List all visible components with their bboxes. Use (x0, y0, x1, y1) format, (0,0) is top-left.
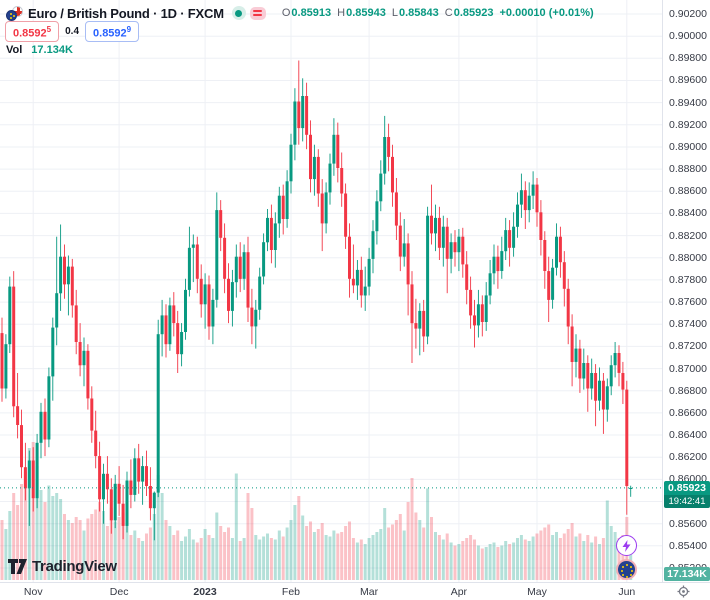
price-tick-label: 0.87000 (669, 362, 707, 375)
chart-legend: Euro / British Pound · 1D · FXCM O 0.8591… (6, 4, 594, 22)
data-feed-icon[interactable] (249, 6, 266, 20)
buy-ask-button[interactable]: 0.85929 (85, 20, 140, 43)
candlestick-chart[interactable] (0, 0, 710, 582)
price-tick-label: 0.87400 (669, 318, 707, 331)
close-label: C (444, 7, 453, 19)
low-value: 0.85843 (399, 7, 439, 19)
symbol-title[interactable]: Euro / British Pound · 1D · FXCM (28, 5, 224, 21)
price-tick-label: 0.86400 (669, 429, 707, 442)
time-tick-label: May (527, 586, 547, 598)
tradingview-watermark[interactable]: TradingView (8, 558, 117, 575)
price-tick-label: 0.85400 (669, 539, 707, 552)
price-tick-label: 0.89800 (669, 52, 707, 65)
last-price-value: 0.85923 (664, 480, 710, 495)
price-tick-label: 0.88200 (669, 229, 707, 242)
price-tick-label: 0.88600 (669, 185, 707, 198)
last-volume-badge: 17.134K (664, 567, 710, 581)
low-label: L (391, 7, 398, 19)
gear-icon[interactable] (677, 585, 690, 598)
market-status-icon[interactable] (231, 6, 246, 20)
price-tick-label: 0.90200 (669, 8, 707, 20)
price-tick-label: 0.86800 (669, 384, 707, 397)
bar-countdown: 19:42:41 (664, 494, 710, 508)
spread-value: 0.4 (65, 26, 80, 37)
high-label: H (337, 7, 346, 19)
close-value: 0.85923 (453, 7, 494, 19)
open-label: O (281, 7, 291, 19)
quick-trade-button[interactable] (616, 535, 637, 556)
time-tick-label: Dec (109, 586, 129, 598)
time-tick-label: Jun (618, 586, 636, 598)
eu-flag-button[interactable] (616, 559, 637, 580)
price-tick-label: 0.87800 (669, 273, 707, 286)
ohlc-readout: O 0.85913 H 0.85943 L 0.85843 C 0.85923 +0.0… (276, 7, 594, 19)
price-tick-label: 0.87600 (669, 296, 707, 309)
price-tick-label: 0.90000 (669, 30, 707, 43)
open-value: 0.85913 (291, 7, 332, 19)
price-tick-label: 0.86600 (669, 406, 707, 419)
high-value: 0.85943 (346, 7, 386, 19)
sell-bid-button[interactable]: 0.85925 (5, 20, 60, 43)
lightning-icon (622, 539, 631, 552)
bid-ask-panel: 0.85925 0.4 0.85929 (5, 20, 140, 43)
price-tick-label: 0.88000 (669, 251, 707, 264)
price-axis[interactable]: 0.85923 19:42:41 17.134K 0.90200 0.90000 0… (662, 0, 710, 582)
price-tick-label: 0.89400 (669, 96, 707, 109)
price-tick-label: 0.86200 (669, 451, 707, 464)
time-tick-label: 2023 (193, 586, 217, 598)
price-tick-label: 0.85600 (669, 517, 707, 530)
price-tick-label: 0.89200 (669, 118, 707, 131)
time-axis[interactable]: Nov Dec 2023 Feb Mar Apr May Jun (0, 582, 710, 600)
price-tick-label: 0.88400 (669, 207, 707, 220)
volume-legend: Vol 17.134K (6, 43, 73, 57)
change-value: +0.00010 (+0.01%) (499, 7, 594, 19)
time-tick-label: Apr (450, 586, 468, 598)
price-tick-label: 0.89000 (669, 140, 707, 153)
price-tick-label: 0.88800 (669, 163, 707, 176)
time-tick-label: Nov (23, 586, 43, 598)
price-tick-label: 0.89600 (669, 74, 707, 87)
volume-label: Vol (6, 44, 23, 56)
volume-value: 17.134K (31, 44, 73, 56)
tradingview-logo-text: TradingView (32, 558, 117, 575)
time-tick-label: Feb (281, 586, 301, 598)
tradingview-logo-icon (8, 559, 27, 574)
time-tick-label: Mar (360, 586, 379, 598)
price-tick-label: 0.87200 (669, 340, 707, 353)
currency-pair-logo-icon (6, 5, 23, 21)
last-price-badge: 0.85923 19:42:41 (664, 480, 710, 508)
